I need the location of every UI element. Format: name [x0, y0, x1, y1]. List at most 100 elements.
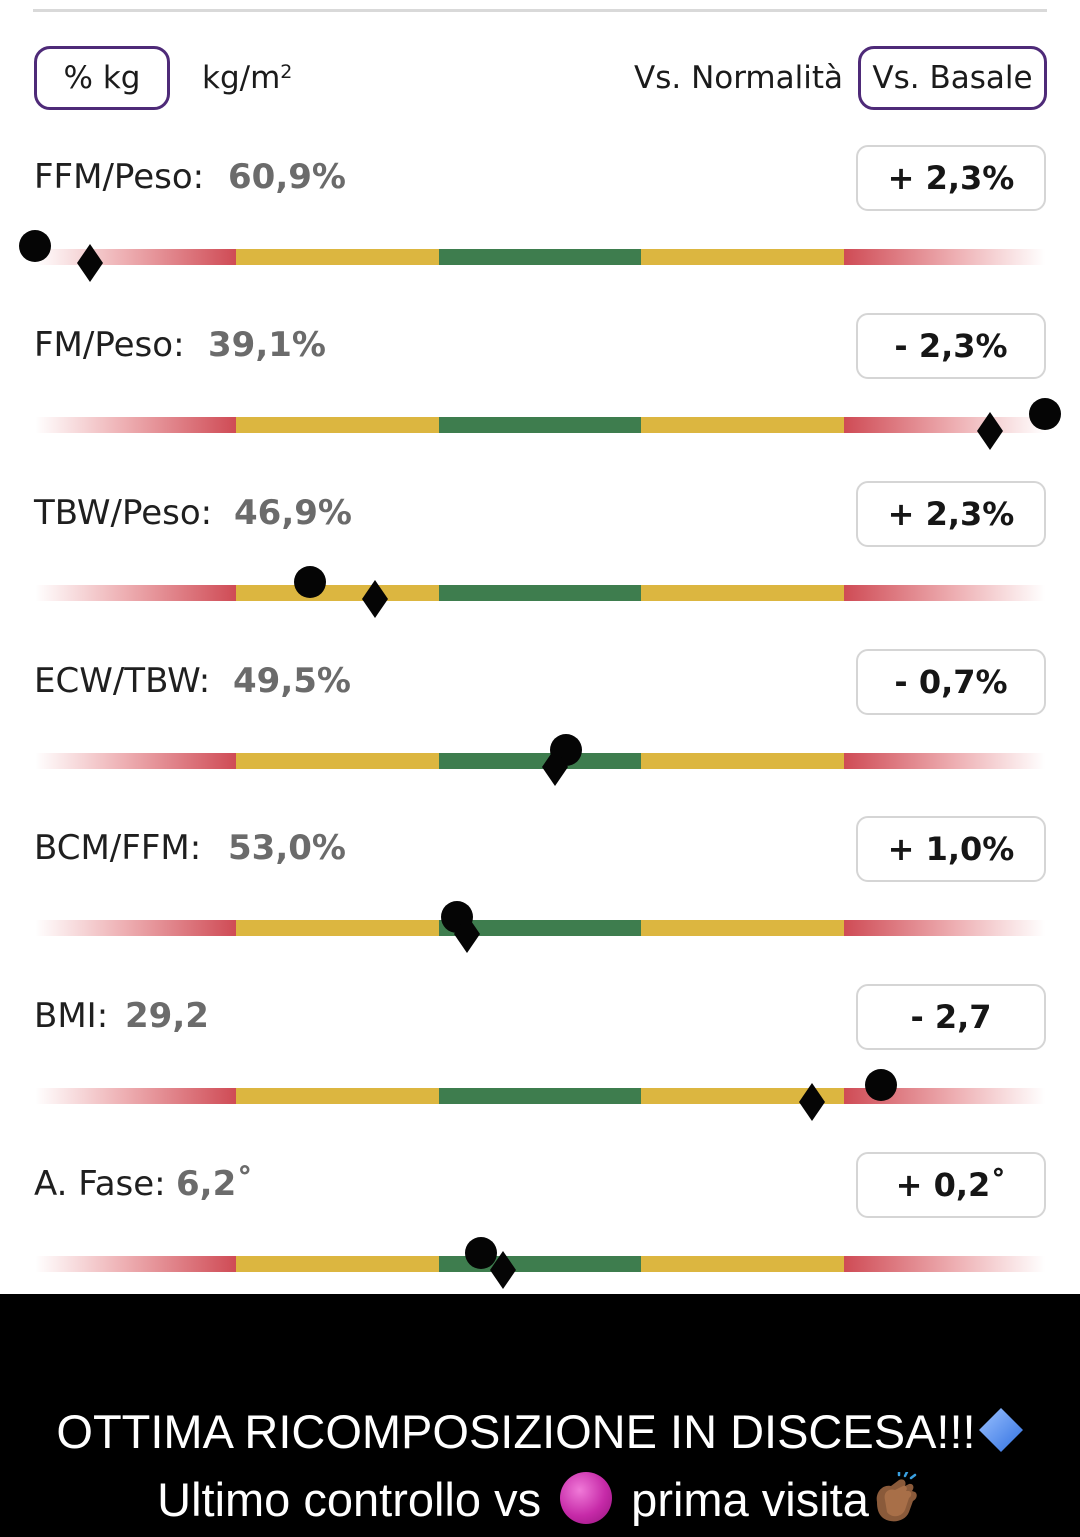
vs-basale-toggle[interactable]: Vs. Basale — [858, 46, 1047, 110]
metric-value: 46,9% — [234, 493, 352, 533]
range-high-red — [844, 249, 1045, 265]
previous-value-marker — [542, 748, 569, 786]
top-divider — [33, 9, 1047, 12]
range-high-yellow — [641, 585, 844, 601]
range-high-yellow — [641, 249, 844, 265]
previous-value-marker — [76, 244, 103, 282]
delta-badge[interactable]: + 1,0% — [856, 816, 1046, 882]
range-bar — [35, 901, 1045, 953]
current-value-marker — [293, 566, 326, 598]
blue-diamond-icon — [978, 1408, 1023, 1452]
delta-badge[interactable]: - 2,7 — [856, 984, 1046, 1050]
metric-row: TBW/Peso: 46,9% + 2,3% — [0, 481, 1080, 649]
caption-text-after: prima visita — [618, 1473, 869, 1526]
range-low-red — [35, 1088, 236, 1104]
metric-row: BCM/FFM: 53,0% + 1,0% — [0, 816, 1080, 984]
previous-value-marker — [489, 1251, 516, 1289]
range-normal-green — [439, 417, 641, 433]
kg-m2-toggle[interactable]: kg/m 2 — [202, 46, 292, 110]
range-high-yellow — [641, 417, 844, 433]
range-low-red — [35, 920, 236, 936]
range-low-red — [35, 249, 236, 265]
metric-label: TBW/Peso: — [34, 493, 213, 533]
metric-row: BMI: 29,2 - 2,7 — [0, 984, 1080, 1152]
delta-value: + 2,3% — [887, 495, 1015, 533]
metric-value: 39,1% — [208, 325, 326, 365]
range-normal-green — [439, 585, 641, 601]
delta-badge[interactable]: - 0,7% — [856, 649, 1046, 715]
current-value-marker — [19, 230, 51, 262]
range-low-yellow — [236, 920, 439, 936]
caption-band: OTTIMA RICOMPOSIZIONE IN DISCESA!!! Ulti… — [0, 1294, 1080, 1537]
range-high-yellow — [641, 1088, 844, 1104]
range-low-yellow — [236, 585, 439, 601]
range-high-red — [844, 920, 1045, 936]
range-high-red — [844, 753, 1045, 769]
delta-badge[interactable]: + 0,2˚ — [856, 1152, 1046, 1218]
range-high-red — [844, 417, 1045, 433]
vs-normalita-label: Vs. Normalità — [634, 60, 843, 96]
range-low-red — [35, 753, 236, 769]
caption-line-2: Ultimo controllo vs prima visita — [0, 1472, 1080, 1527]
metric-value: 60,9% — [228, 157, 346, 197]
range-low-yellow — [236, 249, 439, 265]
range-high-yellow — [641, 753, 844, 769]
metric-label: BCM/FFM: — [34, 828, 202, 868]
range-bar — [35, 398, 1061, 450]
delta-badge[interactable]: - 2,3% — [856, 313, 1046, 379]
metric-label: ECW/TBW: — [34, 661, 211, 701]
metric-value: 49,5% — [233, 661, 351, 701]
range-high-yellow — [641, 920, 844, 936]
delta-value: - 0,7% — [894, 663, 1008, 701]
range-bar — [19, 230, 1045, 282]
range-normal-green — [439, 753, 641, 769]
range-low-yellow — [236, 1256, 439, 1272]
metric-value: 6,2˚ — [176, 1164, 254, 1204]
range-normal-green — [439, 920, 641, 936]
kg-m2-superscript: 2 — [280, 61, 293, 83]
range-low-yellow — [236, 1088, 439, 1104]
range-high-yellow — [641, 1256, 844, 1272]
previous-value-marker — [454, 915, 481, 953]
range-low-red — [35, 1256, 236, 1272]
current-value-marker — [1029, 398, 1061, 430]
percent-kg-toggle[interactable]: % kg — [34, 46, 170, 110]
range-normal-green — [439, 249, 641, 265]
delta-value: - 2,7 — [910, 998, 992, 1036]
range-bar — [35, 734, 1045, 786]
current-value-marker — [865, 1069, 898, 1101]
delta-value: + 2,3% — [887, 159, 1015, 197]
metric-row: FM/Peso: 39,1% - 2,3% — [0, 313, 1080, 481]
previous-value-marker — [362, 580, 389, 618]
caption-headline: OTTIMA RICOMPOSIZIONE IN DISCESA!!! — [56, 1405, 976, 1458]
metric-row: ECW/TBW: 49,5% - 0,7% — [0, 649, 1080, 817]
current-value-marker — [465, 1237, 498, 1269]
range-low-yellow — [236, 417, 439, 433]
range-bar — [35, 1237, 1045, 1289]
caption-line-1: OTTIMA RICOMPOSIZIONE IN DISCESA!!! — [0, 1404, 1080, 1459]
previous-value-marker — [977, 412, 1004, 450]
delta-value: - 2,3% — [894, 327, 1008, 365]
range-low-red — [35, 417, 236, 433]
delta-badge[interactable]: + 2,3% — [856, 481, 1046, 547]
metric-label: BMI: — [34, 996, 109, 1036]
previous-value-marker — [798, 1083, 825, 1121]
purple-circle-icon — [560, 1472, 613, 1524]
caption-text-before: Ultimo controllo vs — [157, 1473, 555, 1526]
metric-value: 53,0% — [228, 828, 346, 868]
metric-value: 29,2 — [125, 996, 209, 1036]
delta-value: + 1,0% — [887, 830, 1015, 868]
range-high-red — [844, 1256, 1045, 1272]
vs-basale-label: Vs. Basale — [872, 60, 1033, 96]
delta-badge[interactable]: + 2,3% — [856, 145, 1046, 211]
metric-label: FM/Peso: — [34, 325, 185, 365]
range-low-red — [35, 585, 236, 601]
metric-row: A. Fase: 6,2˚ + 0,2˚ — [0, 1152, 1080, 1320]
percent-kg-label: % kg — [63, 60, 141, 96]
metric-row: FFM/Peso: 60,9% + 2,3% — [0, 145, 1080, 313]
range-high-red — [844, 585, 1045, 601]
metric-label: FFM/Peso: — [34, 157, 205, 197]
range-bar — [35, 1069, 1045, 1121]
vs-normalita-toggle[interactable]: Vs. Normalità — [634, 46, 843, 110]
clapping-hands-icon — [876, 1472, 917, 1522]
